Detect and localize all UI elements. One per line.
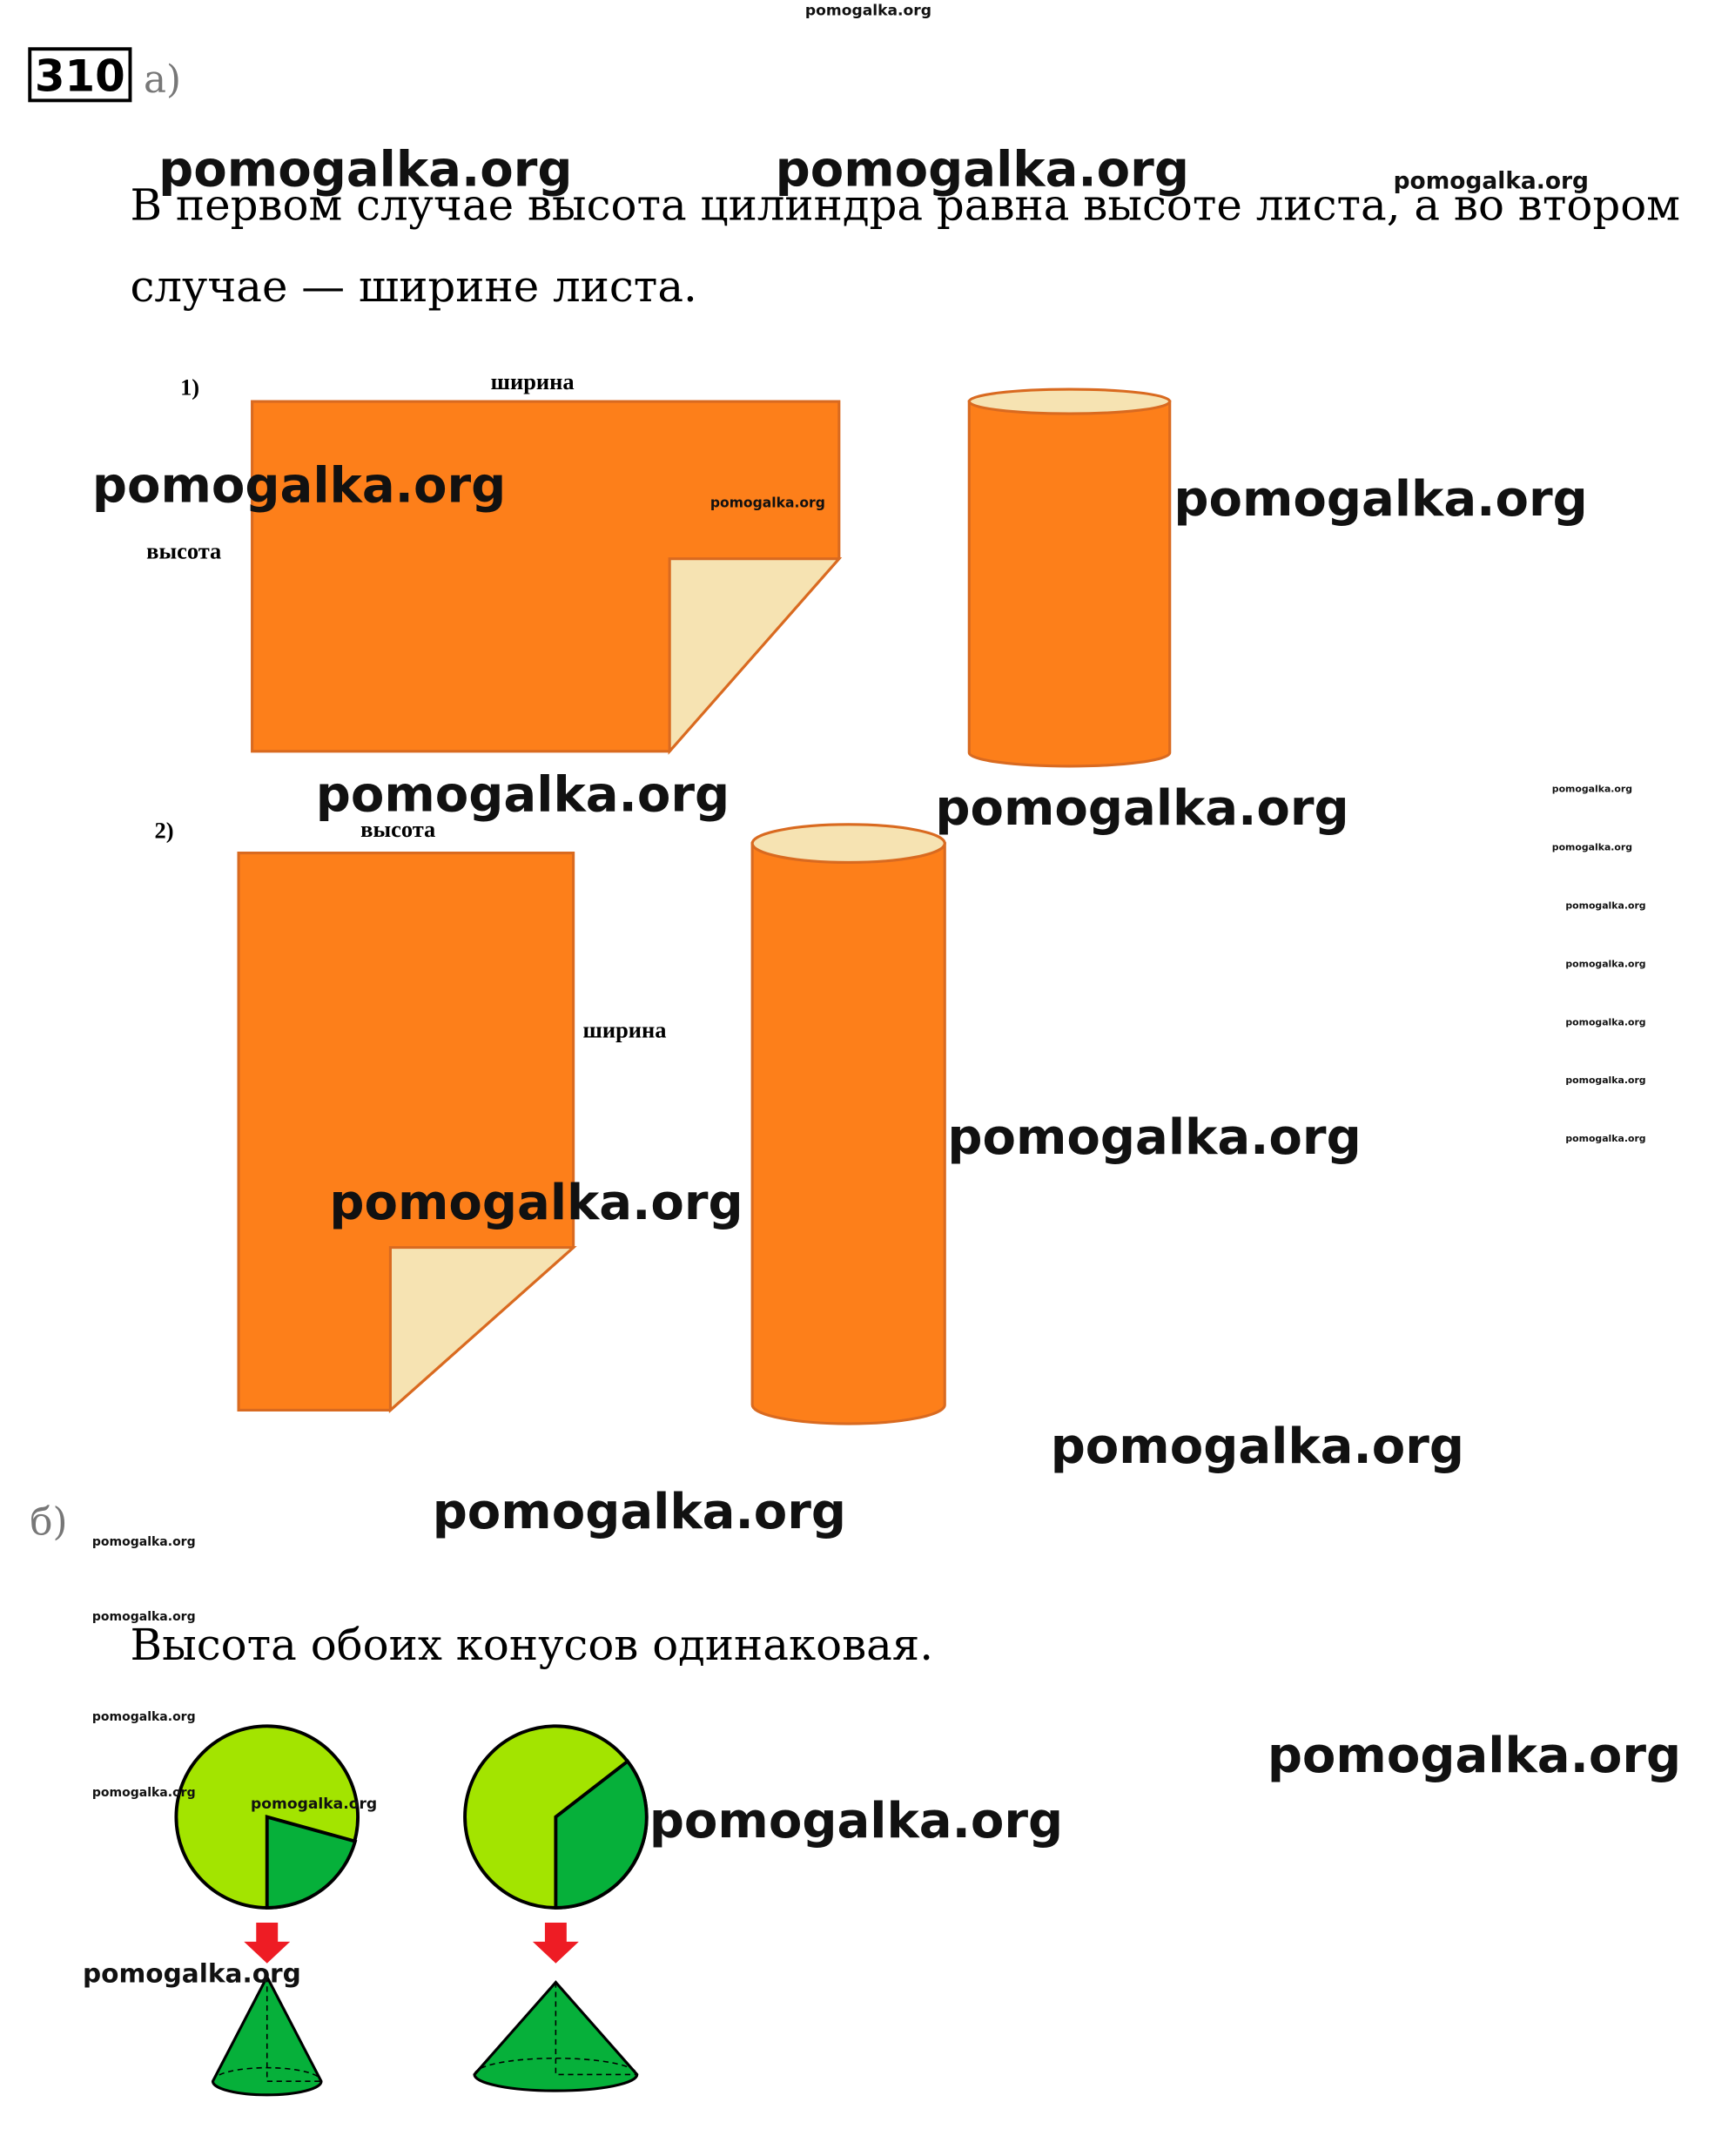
watermark: pomogalka.org xyxy=(805,2,931,19)
watermark: pomogalka.org xyxy=(329,1175,743,1231)
watermark: pomogalka.org xyxy=(92,1610,196,1624)
problem-number: 310 xyxy=(35,51,125,101)
watermark: pomogalka.org xyxy=(1552,841,1632,852)
watermark: pomogalka.org xyxy=(710,495,825,510)
watermark: pomogalka.org xyxy=(1565,1133,1645,1144)
sector xyxy=(554,1759,649,1910)
watermark: pomogalka.org xyxy=(1268,1728,1681,1784)
watermark: pomogalka.org xyxy=(1552,783,1632,794)
watermark: pomogalka.org xyxy=(1565,958,1645,969)
case-label: 1) xyxy=(180,374,199,400)
watermark: pomogalka.org xyxy=(947,1109,1361,1166)
watermark: pomogalka.org xyxy=(251,1796,377,1813)
width-label: ширина xyxy=(583,1016,667,1042)
watermark: pomogalka.org xyxy=(1565,1016,1645,1027)
cone-guides xyxy=(474,1982,638,2076)
watermark: pomogalka.org xyxy=(158,141,572,198)
watermark: pomogalka.org xyxy=(776,141,1189,198)
watermark: pomogalka.org xyxy=(1394,168,1589,195)
height-label: высота xyxy=(146,538,221,564)
text-line: Высота обоих конусов одинаковая. xyxy=(130,1620,933,1670)
width-label: ширина xyxy=(491,368,575,394)
cone xyxy=(473,1980,639,2092)
watermark: pomogalka.org xyxy=(1565,1075,1645,1086)
height-label: высота xyxy=(360,816,435,842)
sector xyxy=(265,1815,358,1910)
problem-box xyxy=(28,47,132,103)
arrow xyxy=(244,1923,291,1964)
watermark: pomogalka.org xyxy=(1565,899,1645,911)
part-label: б) xyxy=(30,1501,67,1545)
text-line: случае — ширине листа. xyxy=(130,261,696,312)
watermark: pomogalka.org xyxy=(92,1535,196,1549)
watermark: pomogalka.org xyxy=(83,1959,301,1989)
watermark: pomogalka.org xyxy=(316,766,730,823)
text-line: В первом случае высота цилиндра равна вы… xyxy=(130,179,1680,230)
watermark: pomogalka.org xyxy=(92,1710,196,1724)
cylinder-top xyxy=(750,823,946,864)
part-label: а) xyxy=(144,58,181,102)
cone-guides xyxy=(212,1977,322,2082)
watermark: pomogalka.org xyxy=(649,1793,1063,1849)
watermark: pomogalka.org xyxy=(433,1484,846,1540)
case-label: 2) xyxy=(155,817,174,843)
watermark: pomogalka.org xyxy=(1051,1418,1464,1475)
cylinder-top xyxy=(967,387,1172,415)
arrow xyxy=(532,1923,579,1964)
sheet-fold xyxy=(668,557,843,755)
sheet-fold xyxy=(388,1246,577,1413)
watermark: pomogalka.org xyxy=(1173,471,1587,528)
watermark: pomogalka.org xyxy=(92,457,506,514)
watermark: pomogalka.org xyxy=(92,1786,196,1800)
cylinder xyxy=(967,400,1172,768)
watermark: pomogalka.org xyxy=(935,780,1348,837)
cylinder xyxy=(750,842,946,1425)
